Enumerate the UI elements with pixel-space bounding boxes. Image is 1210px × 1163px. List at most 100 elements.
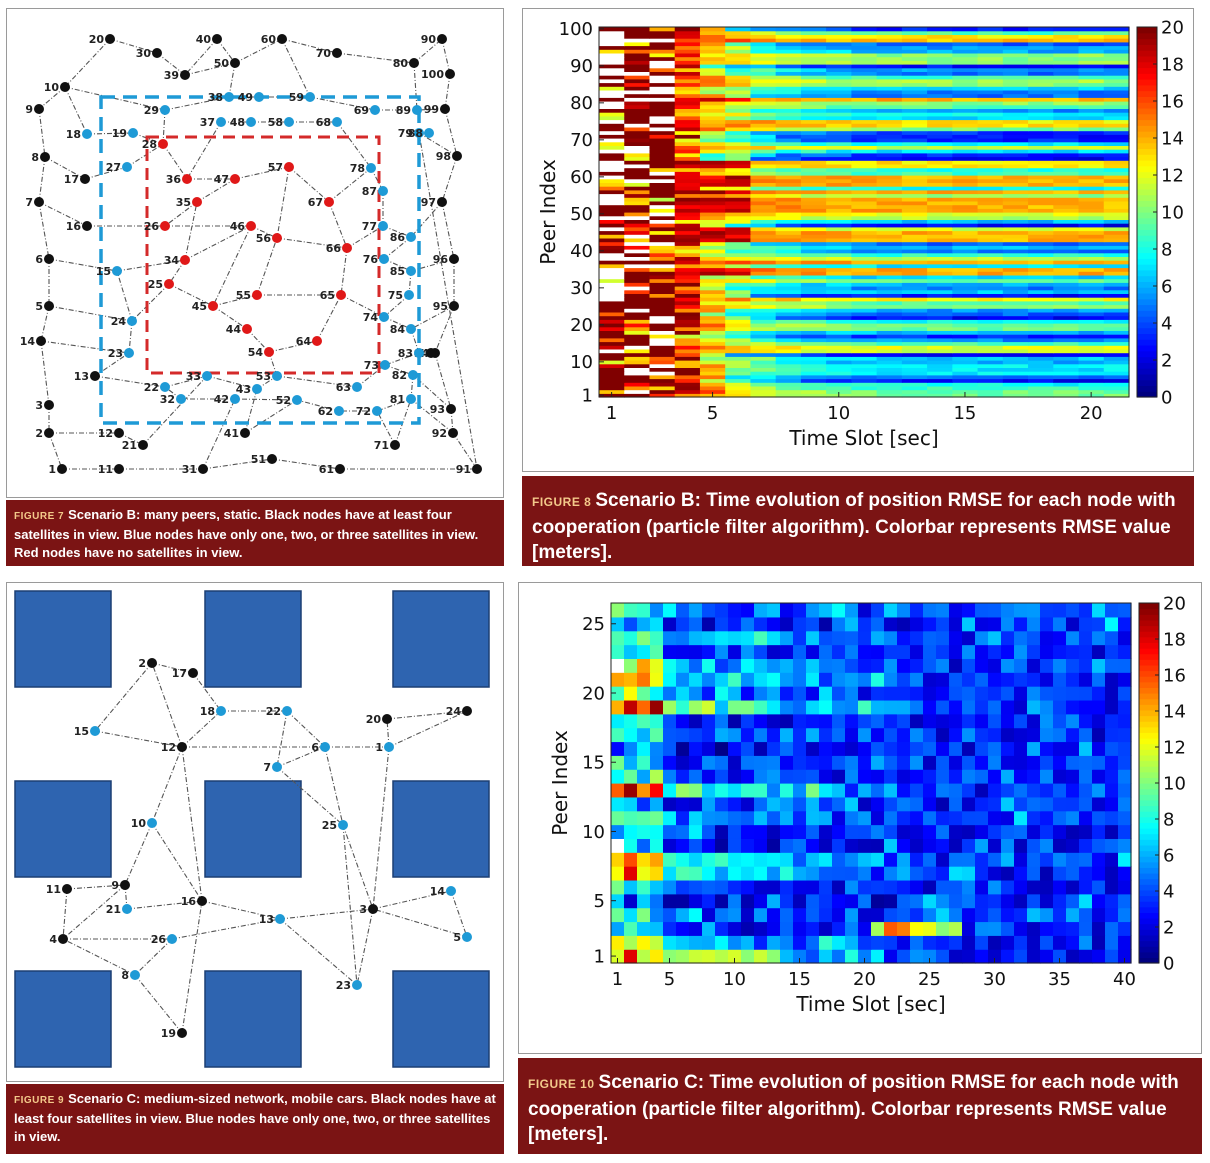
fig8-cell	[649, 56, 676, 61]
fig10-cell	[702, 769, 716, 784]
fig8-cell	[1103, 389, 1130, 394]
fig8-cell	[927, 367, 953, 372]
fig8-cell	[725, 200, 752, 206]
fig8-cell	[750, 119, 777, 124]
fig8-cell	[901, 208, 928, 213]
fig10-cell	[1027, 755, 1041, 770]
fig8-colorbar-step	[1137, 38, 1157, 45]
fig8-cell	[901, 215, 928, 220]
fig8-cell	[674, 186, 701, 191]
fig10-cell	[832, 769, 846, 784]
fig8-cell	[952, 300, 979, 306]
fig8-cell	[775, 78, 802, 84]
fig7-node-blue	[406, 324, 416, 334]
fig8-cell	[699, 286, 726, 291]
fig8-cell	[826, 256, 852, 261]
fig8-cell	[1053, 226, 1080, 232]
fig8-cell	[901, 341, 928, 346]
fig8-cell	[901, 323, 928, 328]
fig8-cell	[750, 300, 777, 306]
fig8-cell	[624, 78, 651, 84]
fig10-cell	[702, 949, 716, 964]
fig7-edge	[40, 340, 130, 354]
fig8-cell	[901, 271, 928, 276]
fig8-cell	[674, 241, 701, 246]
fig8-cell	[851, 163, 878, 169]
fig10-cell	[949, 879, 963, 895]
fig8-cell	[599, 378, 625, 383]
fig7-edge	[296, 399, 340, 412]
fig8-cell	[952, 156, 979, 161]
fig8-cell	[826, 108, 852, 113]
fig10-colorbar-step	[1139, 828, 1159, 835]
fig8-colorbar-step	[1137, 246, 1157, 254]
fig8-cell	[750, 326, 777, 331]
fig8-cell	[1028, 260, 1054, 265]
fig8-cell	[775, 252, 802, 257]
fig7-node-blue	[160, 105, 170, 115]
fig10-cell	[624, 686, 638, 701]
fig10-cell	[754, 672, 768, 687]
fig10-cell	[1027, 686, 1041, 701]
fig10-cell	[780, 879, 794, 895]
fig8-cell	[927, 167, 953, 172]
fig8-cell	[800, 256, 827, 261]
fig8-cell	[1028, 289, 1054, 294]
fig10-cell	[1040, 741, 1054, 756]
fig10-cell	[845, 755, 859, 770]
fig10-cell	[962, 921, 976, 936]
fig10-cell	[741, 727, 755, 743]
fig7-node-black	[390, 440, 400, 450]
fig8-cell	[725, 30, 752, 35]
fig8-cell	[876, 145, 903, 150]
fig8-cell	[1053, 382, 1080, 387]
fig8-cell	[977, 38, 1004, 43]
fig8-cell	[624, 34, 651, 39]
fig8-cell	[800, 300, 827, 306]
fig10-cell	[754, 686, 768, 701]
fig10-cell	[910, 672, 924, 687]
fig8-cell	[826, 308, 852, 313]
fig10-cell	[780, 866, 794, 881]
fig10-cell	[1027, 699, 1041, 715]
fig8-cell	[1103, 263, 1130, 269]
fig8-cell	[775, 319, 802, 324]
fig8-cell	[901, 78, 928, 84]
fig7-node-red	[272, 233, 282, 243]
fig10-cell	[1105, 616, 1119, 632]
fig10-cell	[962, 866, 976, 881]
fig8-cell	[750, 86, 777, 91]
fig8-cell	[952, 126, 979, 132]
fig10-cell	[715, 686, 729, 701]
fig8-cell	[750, 348, 777, 354]
fig10-cell	[676, 824, 690, 839]
fig8-cell	[1002, 341, 1029, 346]
fig8-cell	[725, 112, 752, 117]
fig8-cell	[624, 345, 651, 350]
fig10-cell	[806, 824, 820, 839]
fig10-cell	[650, 783, 664, 798]
fig8-cell	[927, 156, 953, 161]
fig8-cell	[952, 234, 979, 239]
fig8-cell	[876, 186, 903, 191]
fig8-cell	[851, 315, 878, 320]
fig7-edge	[340, 247, 348, 296]
fig10-cell	[806, 852, 820, 867]
fig8-colorbar-step	[1137, 223, 1157, 230]
fig8-cell	[977, 252, 1004, 257]
fig8-colorbar-step	[1137, 84, 1157, 92]
fig8-cell	[952, 271, 979, 276]
fig8-cell	[901, 163, 928, 169]
fig10-cell	[624, 741, 638, 756]
fig10-cell	[624, 893, 638, 909]
fig7-node-black	[90, 371, 100, 381]
fig10-cell	[689, 603, 703, 618]
fig10-cell	[1066, 741, 1080, 756]
fig8-cell	[725, 149, 752, 154]
fig10-cell	[676, 866, 690, 881]
fig8-cell	[1078, 200, 1105, 206]
fig8-plot-frame	[598, 26, 1130, 398]
fig8-cell	[1103, 212, 1130, 217]
fig10-colorbar-step	[1139, 648, 1159, 655]
fig10-cell	[819, 672, 833, 687]
